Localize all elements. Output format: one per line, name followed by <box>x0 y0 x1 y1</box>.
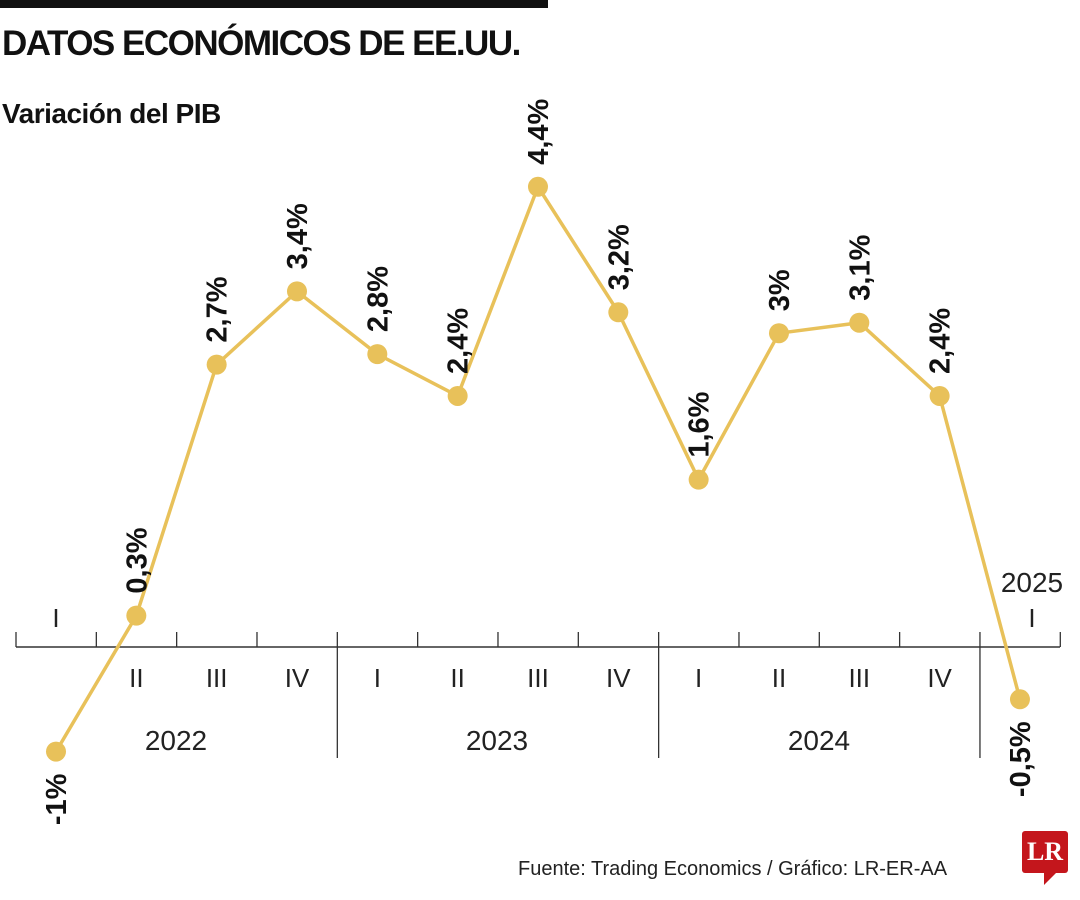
data-label: 3,4% <box>282 203 314 269</box>
quarter-label: IV <box>927 663 952 693</box>
data-point <box>849 312 870 333</box>
data-label: 0,3% <box>121 527 153 593</box>
data-point <box>447 385 468 406</box>
data-label: 3,2% <box>603 224 635 290</box>
data-label: 4,4% <box>523 98 555 164</box>
quarter-label: III <box>527 663 549 693</box>
year-label: 2022 <box>145 725 207 756</box>
data-label: 3,1% <box>844 234 876 300</box>
data-label: 2,8% <box>362 266 394 332</box>
quarter-label: III <box>848 663 870 693</box>
data-label: -0,5% <box>1005 721 1037 797</box>
data-point <box>206 354 227 375</box>
year-label: 2024 <box>788 725 850 756</box>
data-label: 1,6% <box>684 391 716 457</box>
data-label: 2,4% <box>443 308 475 374</box>
quarter-label: II <box>129 663 143 693</box>
data-label: 2,4% <box>925 308 957 374</box>
quarter-label: I <box>1028 603 1035 633</box>
data-point <box>1009 689 1030 710</box>
quarter-label: III <box>206 663 228 693</box>
quarter-label: II <box>450 663 464 693</box>
data-label: 2,7% <box>202 276 234 342</box>
quarter-label: IV <box>285 663 310 693</box>
chart-subtitle: Variación del PIB <box>2 98 221 129</box>
data-point <box>527 176 548 197</box>
data-point <box>929 385 950 406</box>
data-point <box>126 605 147 626</box>
data-point <box>46 741 66 762</box>
data-point <box>608 302 629 323</box>
quarter-label: I <box>52 603 59 633</box>
page-title: DATOS ECONÓMICOS DE EE.UU. <box>2 24 521 63</box>
data-point <box>367 344 388 365</box>
source-note: Fuente: Trading Economics / Gráfico: LR-… <box>518 858 948 880</box>
year-label: 2023 <box>466 725 528 756</box>
quarter-label: I <box>695 663 702 693</box>
year-label: 2025 <box>1001 567 1063 598</box>
top-rule <box>0 0 548 8</box>
quarter-label: I <box>374 663 381 693</box>
data-point <box>768 323 789 344</box>
data-point <box>286 281 307 302</box>
quarter-label: II <box>772 663 786 693</box>
data-label: 3% <box>764 269 796 311</box>
data-label: -1% <box>41 773 73 825</box>
data-point <box>688 469 709 490</box>
quarter-label: IV <box>606 663 631 693</box>
lr-logo: LR <box>1022 831 1068 885</box>
